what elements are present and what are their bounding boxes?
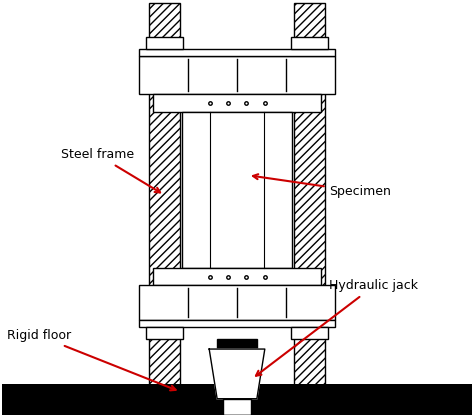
Bar [153,94,321,111]
Bar [293,3,326,389]
Bar [291,327,328,339]
Bar [153,267,321,285]
Bar [139,285,335,320]
Bar [291,37,328,49]
Text: Rigid floor: Rigid floor [7,329,176,390]
Bar [146,37,183,49]
Bar [182,111,292,267]
Bar [223,399,251,415]
Bar [293,3,326,389]
Text: Steel frame: Steel frame [61,149,160,193]
Polygon shape [209,349,265,399]
Bar [146,327,183,339]
Bar [1,384,473,415]
Bar [148,3,181,389]
Bar [148,3,181,389]
Bar [139,49,335,56]
Bar [139,320,335,327]
Text: Hydraulic jack: Hydraulic jack [256,280,419,376]
Bar [217,339,257,349]
Bar [221,415,253,416]
Bar [139,56,335,94]
Text: Specimen: Specimen [253,174,391,198]
